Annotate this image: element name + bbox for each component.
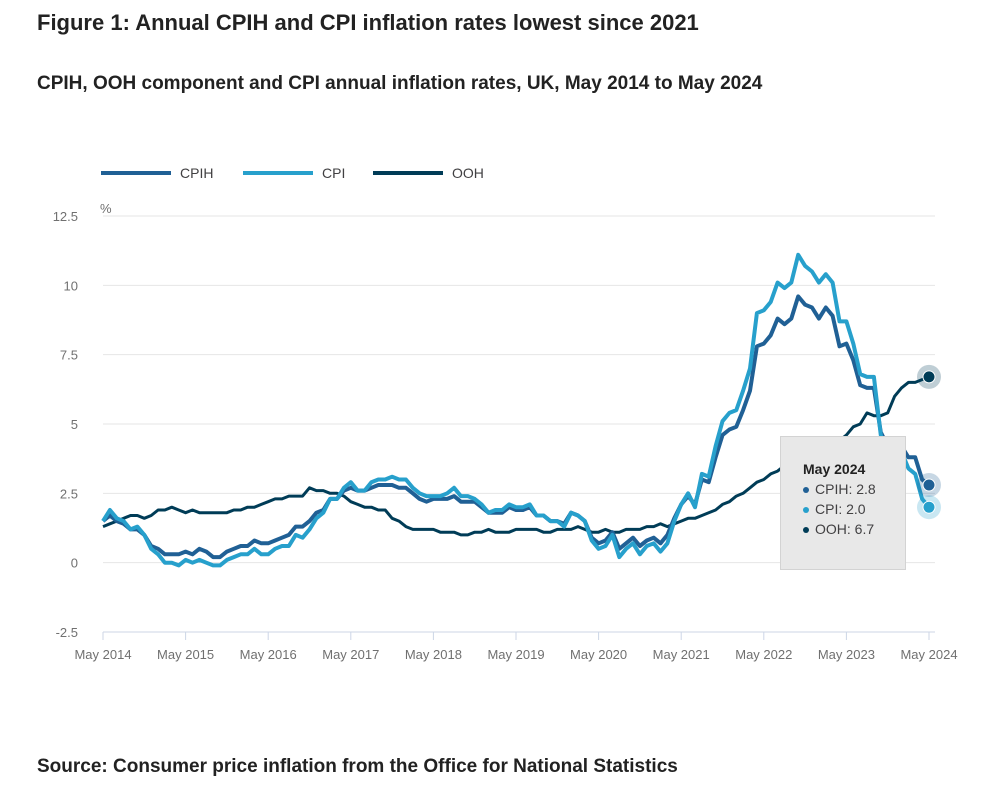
x-tick-label: May 2014 xyxy=(74,647,131,662)
tooltip: May 2024 CPIH: 2.8 CPI: 2.0 OOH: 6.7 xyxy=(780,436,906,570)
x-tick-label: May 2022 xyxy=(735,647,792,662)
x-tick-label: May 2019 xyxy=(487,647,544,662)
chart-subtitle: CPIH, OOH component and CPI annual infla… xyxy=(37,73,763,94)
legend-item-cpih[interactable]: CPIH xyxy=(101,165,213,181)
figure-title: Figure 1: Annual CPIH and CPI inflation … xyxy=(37,10,699,35)
cpih-dot-icon xyxy=(803,487,809,494)
legend-label-cpih: CPIH xyxy=(180,165,213,181)
y-tick-label: 0 xyxy=(71,556,78,571)
source-note: Source: Consumer price inflation from th… xyxy=(37,756,678,777)
x-tick-label: May 2023 xyxy=(818,647,875,662)
highlight-marker-ooh[interactable] xyxy=(922,370,936,384)
tooltip-row-cpih: CPIH: 2.8 xyxy=(803,479,905,499)
y-axis-unit-label: % xyxy=(100,201,112,216)
y-tick-label: 7.5 xyxy=(60,348,78,363)
y-tick-label: 12.5 xyxy=(53,209,78,224)
series-line-cpih xyxy=(101,294,931,560)
tooltip-value-ooh: OOH: 6.7 xyxy=(815,521,875,537)
x-tick-label: May 2020 xyxy=(570,647,627,662)
x-tick-label: May 2024 xyxy=(900,647,957,662)
x-tick-label: May 2017 xyxy=(322,647,379,662)
legend-item-ooh[interactable]: OOH xyxy=(373,165,484,181)
x-tick-label: May 2021 xyxy=(653,647,710,662)
highlight-marker-cpi[interactable] xyxy=(922,500,936,514)
tooltip-row-ooh: OOH: 6.7 xyxy=(803,519,905,539)
cpi-dot-icon xyxy=(803,507,809,514)
legend-item-cpi[interactable]: CPI xyxy=(243,165,345,181)
y-tick-label: 2.5 xyxy=(60,486,78,501)
tooltip-title: May 2024 xyxy=(803,461,866,477)
tooltip-value-cpi: CPI: 2.0 xyxy=(815,501,866,517)
y-tick-label: 10 xyxy=(64,278,78,293)
x-tick-label: May 2016 xyxy=(240,647,297,662)
legend: CPIH CPI OOH xyxy=(101,165,484,181)
series-line-cpi xyxy=(101,252,931,568)
highlight-marker-cpih[interactable] xyxy=(922,478,936,492)
y-tick-label: -2.5 xyxy=(56,625,78,640)
tooltip-value-cpih: CPIH: 2.8 xyxy=(815,481,876,497)
y-tick-label: 5 xyxy=(71,417,78,432)
x-tick-label: May 2018 xyxy=(405,647,462,662)
tooltip-row-cpi: CPI: 2.0 xyxy=(803,499,905,519)
x-tick-label: May 2015 xyxy=(157,647,214,662)
legend-label-ooh: OOH xyxy=(452,165,484,181)
legend-label-cpi: CPI xyxy=(322,165,345,181)
ooh-dot-icon xyxy=(803,527,809,534)
